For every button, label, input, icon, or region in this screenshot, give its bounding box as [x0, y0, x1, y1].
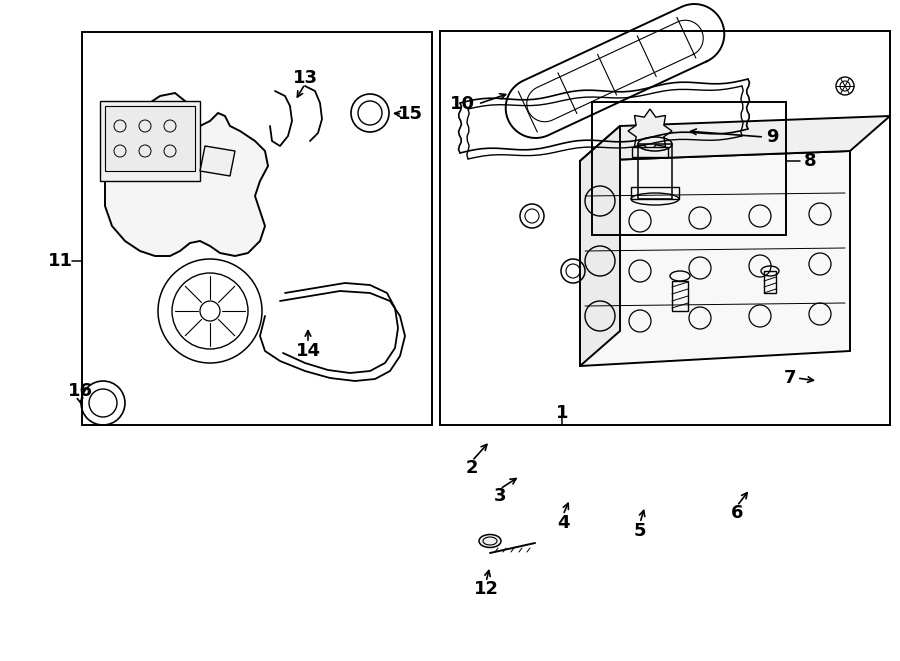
Text: 1: 1	[556, 404, 568, 422]
Bar	[440, 31, 890, 425]
Polygon shape	[580, 151, 850, 366]
Text: 8: 8	[804, 152, 816, 170]
Text: 16: 16	[68, 382, 93, 400]
Bar	[82, 32, 432, 425]
Bar	[592, 102, 786, 235]
Bar	[105, 106, 195, 171]
Bar	[638, 144, 672, 199]
Text: 14: 14	[295, 342, 320, 360]
Text: 15: 15	[398, 105, 422, 123]
Text: 10: 10	[449, 95, 474, 113]
Polygon shape	[105, 93, 268, 256]
Polygon shape	[580, 116, 890, 161]
Text: 6: 6	[731, 504, 743, 522]
Text: 2: 2	[466, 459, 478, 477]
Text: 3: 3	[494, 487, 506, 505]
Text: 5: 5	[634, 522, 646, 540]
Text: 12: 12	[473, 580, 499, 598]
Bar	[631, 187, 679, 199]
Text: 9: 9	[766, 128, 778, 146]
Ellipse shape	[479, 535, 501, 547]
Bar	[632, 147, 668, 157]
Text: 13: 13	[292, 69, 318, 87]
Bar	[100, 101, 200, 181]
Text: 4: 4	[557, 514, 569, 532]
Text: 11: 11	[48, 252, 73, 270]
Polygon shape	[580, 126, 620, 366]
Polygon shape	[628, 109, 672, 153]
Polygon shape	[200, 146, 235, 176]
Text: 7: 7	[784, 369, 796, 387]
Bar	[764, 271, 776, 293]
Bar	[672, 281, 688, 311]
